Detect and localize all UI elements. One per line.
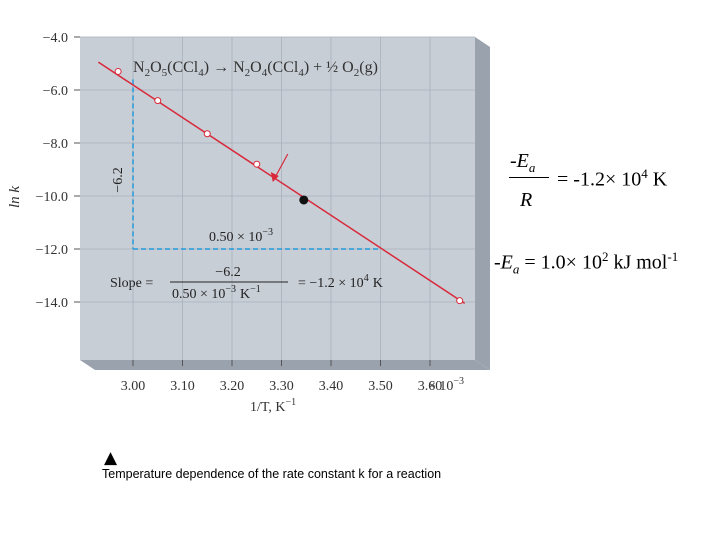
data-point — [253, 160, 261, 168]
x-tick-label: 3.00 — [121, 379, 146, 394]
y-tick-label: −4.0 — [43, 31, 68, 46]
slope-denominator: 0.50 × 10−3 K−1 — [172, 284, 261, 302]
data-point — [114, 67, 122, 75]
horizontal-change-label: 0.50 × 10−3 — [209, 227, 273, 245]
vertical-change-label: −6.2 — [111, 167, 126, 192]
x-unit-suffix: × 10−3 — [428, 376, 464, 394]
x-tick-labels: 3.00 3.10 3.20 3.30 3.40 3.50 3.60 — [121, 379, 443, 394]
y-tick-label: −12.0 — [36, 243, 68, 258]
x-tick-label: 3.60 — [418, 379, 443, 394]
slope-triangle — [132, 79, 381, 250]
panel-shadow-bottom — [80, 360, 490, 370]
eq2-activation-energy: -Ea = 1.0× 102 kJ mol-1 — [494, 249, 679, 277]
caption-triangle-icon: ▲ — [104, 448, 118, 468]
slope-numerator: −6.2 — [215, 265, 240, 280]
x-tick-label: 3.20 — [220, 379, 245, 394]
axis-ticks — [74, 36, 431, 366]
arrow-head — [270, 171, 279, 182]
y-tick-label: −14.0 — [36, 296, 68, 311]
x-tick-label: 3.10 — [170, 379, 195, 394]
y-axis-label: ln k — [7, 186, 23, 208]
figure-caption: Temperature dependence of the rate const… — [102, 467, 442, 481]
x-tick-label: 3.50 — [368, 379, 393, 394]
highlight-arrow — [270, 153, 289, 182]
data-point — [203, 130, 211, 138]
eq1-fraction-bar — [509, 177, 549, 178]
plot-panel — [80, 37, 475, 360]
slope-label: Slope = — [110, 276, 153, 291]
x-tick-label: 3.30 — [269, 379, 294, 394]
y-tick-label: −8.0 — [43, 137, 68, 152]
highlight-point — [299, 195, 309, 205]
slope-annotation: Slope = −6.2 0.50 × 10−3 K−1 = −1.2 × 104… — [110, 265, 383, 302]
y-tick-label: −10.0 — [36, 190, 68, 205]
x-axis-label: 1/T, K−1 — [250, 397, 296, 415]
panel-shadow-right — [475, 37, 490, 370]
y-tick-labels: −4.0 −6.0 −8.0 −10.0 −12.0 −14.0 — [36, 31, 68, 311]
chart-title: N2O5(CCl4) → N2O4(CCl4) + ½ O2(g) — [133, 59, 378, 79]
data-point — [456, 297, 464, 305]
arrow-shaft — [274, 153, 289, 179]
eq1-result: = -1.2× 104 K — [557, 166, 668, 191]
data-points — [114, 67, 464, 305]
eq1-denominator: R — [520, 189, 533, 211]
y-tick-label: −6.0 — [43, 84, 68, 99]
x-tick-label: 3.40 — [319, 379, 344, 394]
data-point — [154, 97, 162, 105]
eq1-numerator: -Ea — [510, 150, 536, 175]
slope-result: = −1.2 × 104 K — [298, 273, 383, 291]
